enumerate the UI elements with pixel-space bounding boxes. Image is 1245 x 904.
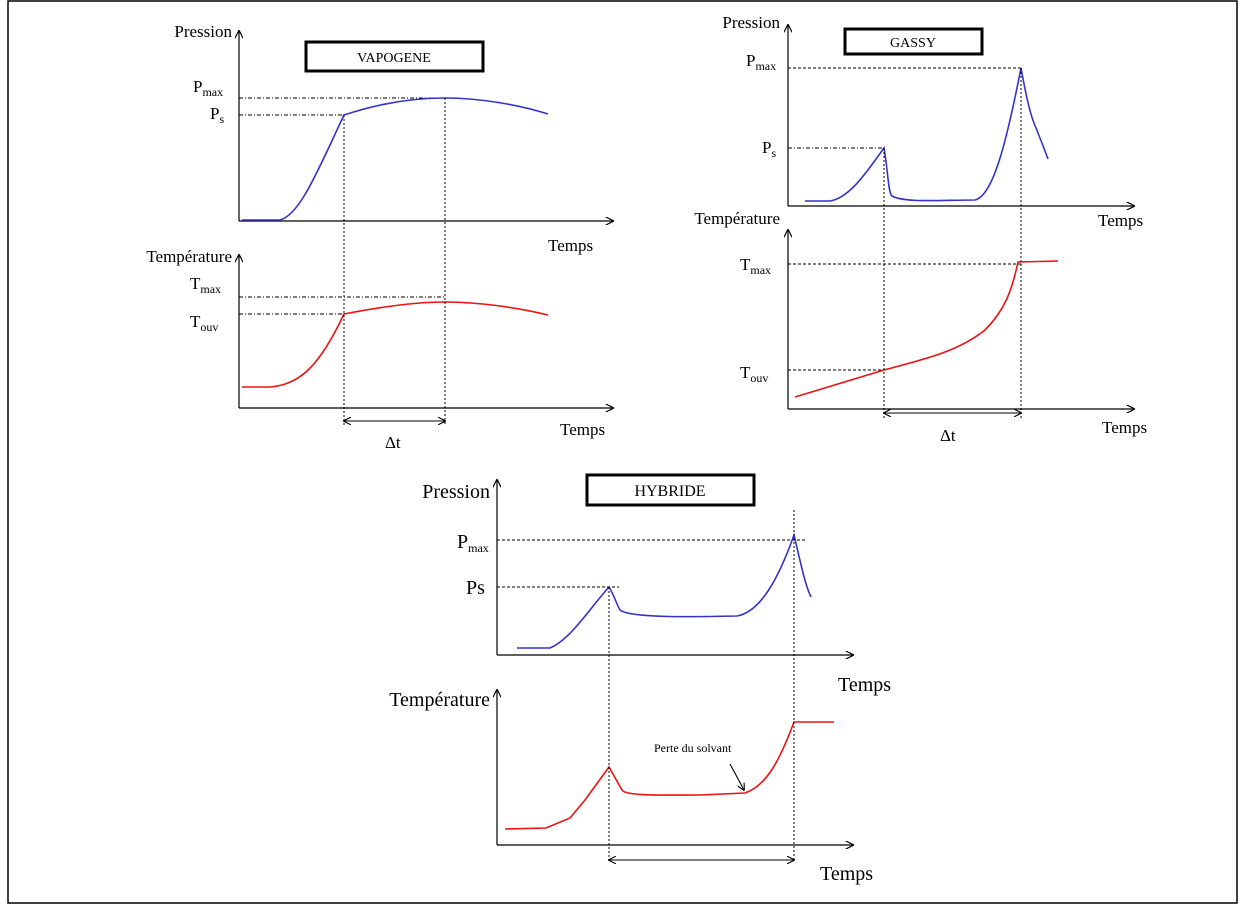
gassy-time-axis-label-top: Temps [1098, 211, 1143, 230]
vapogene-pressure-axis-label: Pression [174, 22, 232, 41]
hybride-time-axis-label-top: Temps [838, 674, 891, 696]
vapogene-time-axis-label-top: Temps [548, 236, 593, 255]
vapogene-panel: VAPOGENE Pression Temps Pmax Ps Températ… [146, 22, 613, 452]
gassy-title: GASSY [890, 36, 936, 51]
hybride-temperature-axis-label: Température [389, 689, 490, 711]
gassy-touv-label: Touv [740, 363, 768, 385]
vapogene-delta-label: Δt [385, 433, 401, 452]
hybride-pressure-axis-label: Pression [422, 481, 490, 503]
vapogene-title: VAPOGENE [357, 51, 431, 66]
outer-frame [7, 0, 1238, 904]
gassy-delta-label: Δt [940, 426, 956, 445]
vapogene-temperature-axis-label: Température [146, 247, 232, 266]
hybride-annotation: Perte du solvant [654, 741, 732, 755]
vapogene-temperature-curve [242, 301, 549, 388]
hybride-time-axis-label-bottom: Temps [820, 863, 873, 885]
gassy-temperature-axis-label: Température [694, 209, 780, 228]
gassy-temperature-curve [794, 260, 1059, 398]
hybride-ps-label: Ps [466, 577, 485, 599]
vapogene-tmax-label: Tmax [190, 274, 221, 296]
gassy-pressure-axis-label: Pression [722, 13, 780, 32]
gassy-pressure-curve [805, 67, 1049, 202]
vapogene-ps-label: Ps [210, 104, 224, 126]
hybride-pressure-curve [517, 532, 812, 649]
vapogene-pressure-curve [242, 97, 549, 221]
hybride-temperature-curve [504, 721, 834, 830]
hybride-pmax-label: Pmax [457, 531, 489, 555]
hybride-panel: HYBRIDE Pression Temps Pmax Ps Températu… [389, 473, 891, 885]
gassy-panel: GASSY Pression Temps Pmax Ps Température… [694, 13, 1147, 445]
hybride-annotation-arrow [729, 763, 744, 790]
gassy-tmax-label: Tmax [740, 255, 771, 277]
vapogene-time-axis-label-bottom: Temps [560, 420, 605, 439]
vapogene-pmax-label: Pmax [193, 77, 223, 99]
hybride-title-box [585, 473, 756, 507]
gassy-time-axis-label-bottom: Temps [1102, 418, 1147, 437]
gassy-ps-label: Ps [762, 138, 776, 160]
gassy-pmax-label: Pmax [746, 51, 776, 73]
hybride-title: HYBRIDE [634, 483, 705, 500]
gassy-title-box [843, 27, 984, 56]
vapogene-title-box [304, 40, 485, 73]
vapogene-touv-label: Touv [190, 312, 218, 334]
